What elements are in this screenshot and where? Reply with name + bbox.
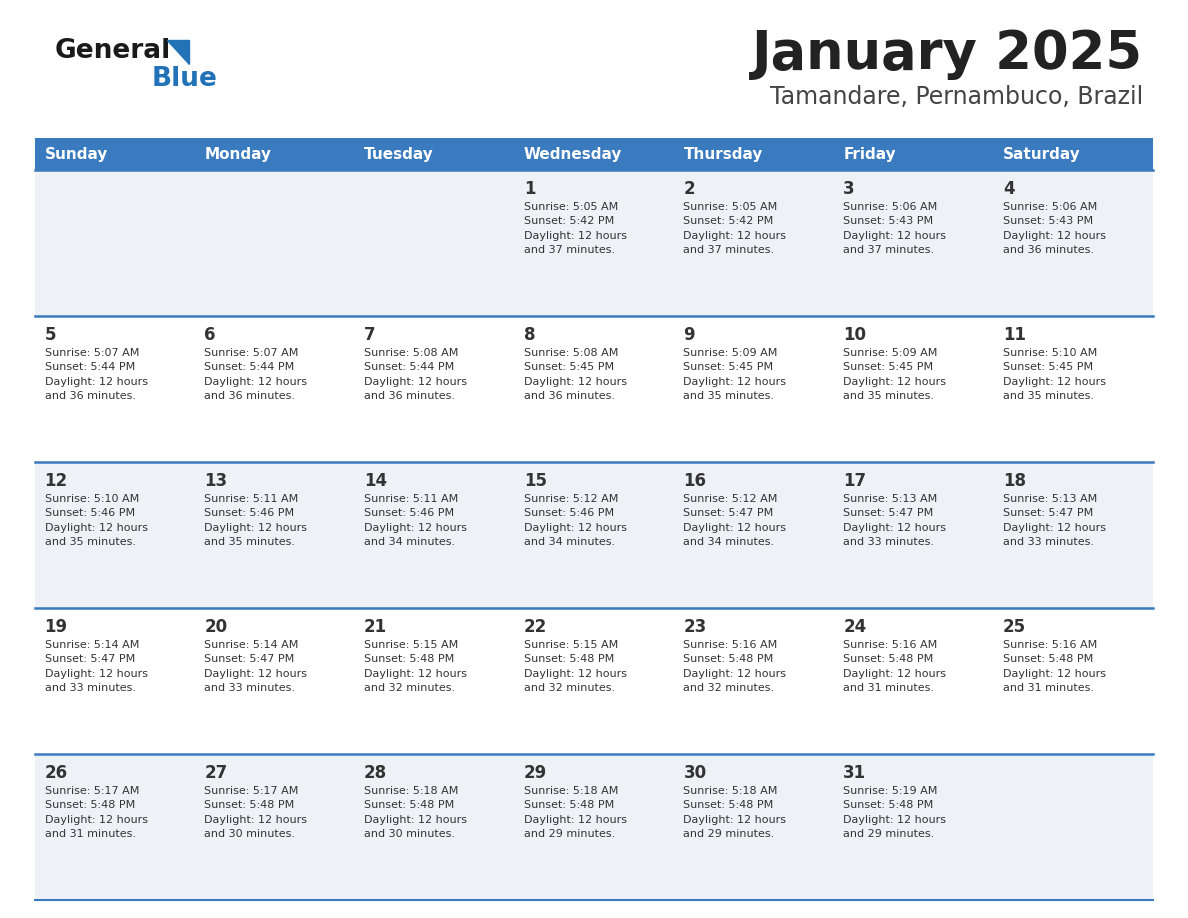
Text: Sunrise: 5:06 AM
Sunset: 5:43 PM
Daylight: 12 hours
and 36 minutes.: Sunrise: 5:06 AM Sunset: 5:43 PM Dayligh… bbox=[1003, 202, 1106, 255]
Text: Sunrise: 5:19 AM
Sunset: 5:48 PM
Daylight: 12 hours
and 29 minutes.: Sunrise: 5:19 AM Sunset: 5:48 PM Dayligh… bbox=[843, 786, 946, 839]
Text: 10: 10 bbox=[843, 326, 866, 344]
Text: 31: 31 bbox=[843, 764, 866, 782]
Bar bbox=[34, 316, 1154, 462]
Text: Sunrise: 5:06 AM
Sunset: 5:43 PM
Daylight: 12 hours
and 37 minutes.: Sunrise: 5:06 AM Sunset: 5:43 PM Dayligh… bbox=[843, 202, 946, 255]
Text: General: General bbox=[55, 38, 171, 64]
Text: 2: 2 bbox=[683, 180, 695, 198]
Text: 25: 25 bbox=[1003, 618, 1026, 636]
Text: 21: 21 bbox=[364, 618, 387, 636]
Text: 20: 20 bbox=[204, 618, 227, 636]
Text: 16: 16 bbox=[683, 472, 707, 490]
Bar bbox=[34, 462, 1154, 608]
Text: Sunrise: 5:15 AM
Sunset: 5:48 PM
Daylight: 12 hours
and 32 minutes.: Sunrise: 5:15 AM Sunset: 5:48 PM Dayligh… bbox=[524, 640, 627, 693]
Text: Sunrise: 5:15 AM
Sunset: 5:48 PM
Daylight: 12 hours
and 32 minutes.: Sunrise: 5:15 AM Sunset: 5:48 PM Dayligh… bbox=[364, 640, 467, 693]
Text: Wednesday: Wednesday bbox=[524, 147, 623, 162]
Text: 19: 19 bbox=[45, 618, 68, 636]
Text: Sunrise: 5:18 AM
Sunset: 5:48 PM
Daylight: 12 hours
and 29 minutes.: Sunrise: 5:18 AM Sunset: 5:48 PM Dayligh… bbox=[524, 786, 627, 839]
Text: 14: 14 bbox=[364, 472, 387, 490]
Text: 13: 13 bbox=[204, 472, 227, 490]
Text: Sunrise: 5:18 AM
Sunset: 5:48 PM
Daylight: 12 hours
and 30 minutes.: Sunrise: 5:18 AM Sunset: 5:48 PM Dayligh… bbox=[364, 786, 467, 839]
Text: Sunrise: 5:08 AM
Sunset: 5:44 PM
Daylight: 12 hours
and 36 minutes.: Sunrise: 5:08 AM Sunset: 5:44 PM Dayligh… bbox=[364, 348, 467, 401]
Polygon shape bbox=[168, 40, 189, 64]
Bar bbox=[834, 138, 993, 170]
Text: Sunrise: 5:12 AM
Sunset: 5:47 PM
Daylight: 12 hours
and 34 minutes.: Sunrise: 5:12 AM Sunset: 5:47 PM Dayligh… bbox=[683, 494, 786, 547]
Text: Sunrise: 5:17 AM
Sunset: 5:48 PM
Daylight: 12 hours
and 31 minutes.: Sunrise: 5:17 AM Sunset: 5:48 PM Dayligh… bbox=[45, 786, 147, 839]
Text: 4: 4 bbox=[1003, 180, 1015, 198]
Bar bbox=[34, 608, 1154, 754]
Text: Sunrise: 5:05 AM
Sunset: 5:42 PM
Daylight: 12 hours
and 37 minutes.: Sunrise: 5:05 AM Sunset: 5:42 PM Dayligh… bbox=[683, 202, 786, 255]
Bar bbox=[34, 754, 1154, 900]
Text: Sunrise: 5:18 AM
Sunset: 5:48 PM
Daylight: 12 hours
and 29 minutes.: Sunrise: 5:18 AM Sunset: 5:48 PM Dayligh… bbox=[683, 786, 786, 839]
Text: Sunrise: 5:16 AM
Sunset: 5:48 PM
Daylight: 12 hours
and 31 minutes.: Sunrise: 5:16 AM Sunset: 5:48 PM Dayligh… bbox=[843, 640, 946, 693]
Text: Sunrise: 5:05 AM
Sunset: 5:42 PM
Daylight: 12 hours
and 37 minutes.: Sunrise: 5:05 AM Sunset: 5:42 PM Dayligh… bbox=[524, 202, 627, 255]
Text: 12: 12 bbox=[45, 472, 68, 490]
Bar bbox=[514, 138, 674, 170]
Text: Tuesday: Tuesday bbox=[364, 147, 434, 162]
Text: Sunrise: 5:13 AM
Sunset: 5:47 PM
Daylight: 12 hours
and 33 minutes.: Sunrise: 5:13 AM Sunset: 5:47 PM Dayligh… bbox=[843, 494, 946, 547]
Text: 18: 18 bbox=[1003, 472, 1026, 490]
Text: Sunrise: 5:09 AM
Sunset: 5:45 PM
Daylight: 12 hours
and 35 minutes.: Sunrise: 5:09 AM Sunset: 5:45 PM Dayligh… bbox=[683, 348, 786, 401]
Text: Sunrise: 5:17 AM
Sunset: 5:48 PM
Daylight: 12 hours
and 30 minutes.: Sunrise: 5:17 AM Sunset: 5:48 PM Dayligh… bbox=[204, 786, 308, 839]
Text: Sunday: Sunday bbox=[45, 147, 108, 162]
Text: Thursday: Thursday bbox=[683, 147, 763, 162]
Text: January 2025: January 2025 bbox=[752, 28, 1143, 80]
Text: Sunrise: 5:14 AM
Sunset: 5:47 PM
Daylight: 12 hours
and 33 minutes.: Sunrise: 5:14 AM Sunset: 5:47 PM Dayligh… bbox=[204, 640, 308, 693]
Bar bbox=[354, 138, 514, 170]
Text: 28: 28 bbox=[364, 764, 387, 782]
Text: Monday: Monday bbox=[204, 147, 271, 162]
Text: 5: 5 bbox=[45, 326, 56, 344]
Text: Sunrise: 5:12 AM
Sunset: 5:46 PM
Daylight: 12 hours
and 34 minutes.: Sunrise: 5:12 AM Sunset: 5:46 PM Dayligh… bbox=[524, 494, 627, 547]
Text: 30: 30 bbox=[683, 764, 707, 782]
Bar bbox=[34, 138, 195, 170]
Text: Sunrise: 5:13 AM
Sunset: 5:47 PM
Daylight: 12 hours
and 33 minutes.: Sunrise: 5:13 AM Sunset: 5:47 PM Dayligh… bbox=[1003, 494, 1106, 547]
Text: Tamandare, Pernambuco, Brazil: Tamandare, Pernambuco, Brazil bbox=[770, 85, 1143, 109]
Text: 6: 6 bbox=[204, 326, 216, 344]
Text: Sunrise: 5:14 AM
Sunset: 5:47 PM
Daylight: 12 hours
and 33 minutes.: Sunrise: 5:14 AM Sunset: 5:47 PM Dayligh… bbox=[45, 640, 147, 693]
Text: 3: 3 bbox=[843, 180, 855, 198]
Bar bbox=[34, 170, 1154, 316]
Text: 23: 23 bbox=[683, 618, 707, 636]
Bar bbox=[993, 138, 1154, 170]
Text: Sunrise: 5:11 AM
Sunset: 5:46 PM
Daylight: 12 hours
and 34 minutes.: Sunrise: 5:11 AM Sunset: 5:46 PM Dayligh… bbox=[364, 494, 467, 547]
Text: Sunrise: 5:16 AM
Sunset: 5:48 PM
Daylight: 12 hours
and 32 minutes.: Sunrise: 5:16 AM Sunset: 5:48 PM Dayligh… bbox=[683, 640, 786, 693]
Text: 24: 24 bbox=[843, 618, 866, 636]
Text: 26: 26 bbox=[45, 764, 68, 782]
Text: Sunrise: 5:09 AM
Sunset: 5:45 PM
Daylight: 12 hours
and 35 minutes.: Sunrise: 5:09 AM Sunset: 5:45 PM Dayligh… bbox=[843, 348, 946, 401]
Text: 7: 7 bbox=[364, 326, 375, 344]
Text: Sunrise: 5:10 AM
Sunset: 5:46 PM
Daylight: 12 hours
and 35 minutes.: Sunrise: 5:10 AM Sunset: 5:46 PM Dayligh… bbox=[45, 494, 147, 547]
Text: Sunrise: 5:16 AM
Sunset: 5:48 PM
Daylight: 12 hours
and 31 minutes.: Sunrise: 5:16 AM Sunset: 5:48 PM Dayligh… bbox=[1003, 640, 1106, 693]
Text: Saturday: Saturday bbox=[1003, 147, 1081, 162]
Bar bbox=[674, 138, 834, 170]
Text: 22: 22 bbox=[524, 618, 546, 636]
Text: Friday: Friday bbox=[843, 147, 896, 162]
Text: Sunrise: 5:07 AM
Sunset: 5:44 PM
Daylight: 12 hours
and 36 minutes.: Sunrise: 5:07 AM Sunset: 5:44 PM Dayligh… bbox=[45, 348, 147, 401]
Text: Sunrise: 5:08 AM
Sunset: 5:45 PM
Daylight: 12 hours
and 36 minutes.: Sunrise: 5:08 AM Sunset: 5:45 PM Dayligh… bbox=[524, 348, 627, 401]
Text: 17: 17 bbox=[843, 472, 866, 490]
Text: Sunrise: 5:11 AM
Sunset: 5:46 PM
Daylight: 12 hours
and 35 minutes.: Sunrise: 5:11 AM Sunset: 5:46 PM Dayligh… bbox=[204, 494, 308, 547]
Text: Blue: Blue bbox=[152, 66, 217, 92]
Text: 11: 11 bbox=[1003, 326, 1026, 344]
Text: Sunrise: 5:10 AM
Sunset: 5:45 PM
Daylight: 12 hours
and 35 minutes.: Sunrise: 5:10 AM Sunset: 5:45 PM Dayligh… bbox=[1003, 348, 1106, 401]
Text: 8: 8 bbox=[524, 326, 536, 344]
Text: 29: 29 bbox=[524, 764, 546, 782]
Text: Sunrise: 5:07 AM
Sunset: 5:44 PM
Daylight: 12 hours
and 36 minutes.: Sunrise: 5:07 AM Sunset: 5:44 PM Dayligh… bbox=[204, 348, 308, 401]
Text: 1: 1 bbox=[524, 180, 536, 198]
Text: 15: 15 bbox=[524, 472, 546, 490]
Text: 9: 9 bbox=[683, 326, 695, 344]
Bar bbox=[195, 138, 354, 170]
Text: 27: 27 bbox=[204, 764, 228, 782]
